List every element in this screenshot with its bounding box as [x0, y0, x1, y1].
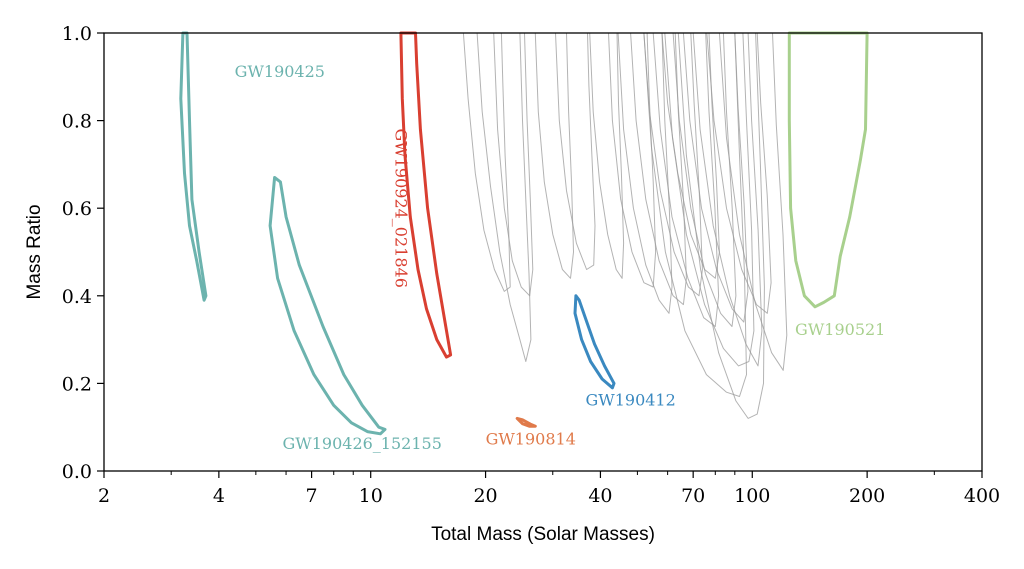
y-tick-label: 0.2: [62, 373, 92, 395]
x-tick-label: 7: [306, 485, 318, 507]
y-tick-label: 0.0: [62, 461, 92, 483]
background-contour-16: [706, 32, 772, 314]
background-contour-19: [677, 32, 765, 419]
background-contour-11: [652, 32, 720, 327]
y-tick-label: 0.8: [62, 111, 92, 133]
x-axis-title: Total Mass (Solar Masses): [431, 524, 655, 545]
background-contour-2: [476, 32, 532, 362]
y-tick-label: 0.6: [62, 198, 92, 220]
y-tick-label: 1.0: [62, 23, 92, 45]
event-label-gw190412: GW190412: [585, 390, 675, 409]
background-contour-1: [462, 32, 511, 292]
background-contour-7: [608, 32, 657, 288]
x-tick-label: 10: [359, 485, 383, 507]
event-label-gw190521: GW190521: [795, 320, 885, 339]
background-contour-20: [664, 32, 755, 367]
background-contour-18: [643, 32, 747, 397]
background-contour-5: [555, 32, 596, 270]
x-tick-label: 200: [849, 485, 885, 507]
contour-gw190521: [787, 31, 869, 309]
contour-gw190426-152155: [268, 176, 387, 436]
background-contour-6: [589, 32, 625, 279]
background-contour-14: [682, 32, 749, 323]
y-axis-ticks: 0.0 0.2 0.4 0.6 0.8 1.0: [62, 23, 104, 483]
y-tick-label: 0.4: [62, 286, 92, 308]
contour-gw190924-021846: [399, 31, 453, 359]
background-contour-9: [630, 32, 687, 306]
x-tick-label: 70: [681, 485, 705, 507]
plot-frame: [103, 32, 983, 472]
contour-gw190814: [515, 416, 537, 428]
y-axis-title: Mass Ratio: [24, 204, 45, 299]
background-contour-3: [493, 32, 534, 297]
event-label-gw190814: GW190814: [486, 430, 576, 449]
event-labels: GW190425 GW190426_152155 GW190924_021846 GW…: [235, 62, 886, 453]
x-tick-label: 40: [588, 485, 612, 507]
event-label-gw190426-152155: GW190426_152155: [283, 434, 442, 453]
event-label-gw190425: GW190425: [235, 62, 325, 81]
x-tick-label: 4: [213, 485, 225, 507]
background-contour-4: [534, 32, 574, 279]
background-contour-8: [617, 32, 673, 314]
event-label-gw190924-021846: GW190924_021846: [391, 129, 410, 288]
background-contour-10: [643, 32, 703, 297]
x-tick-label: 2: [98, 485, 110, 507]
x-tick-label: 20: [473, 485, 497, 507]
highlighted-contours: [179, 31, 869, 436]
x-axis-ticks: 2 4 7 10 20 40 70 100 200 400: [98, 471, 1000, 507]
contour-gw190412: [573, 294, 616, 390]
x-tick-label: 100: [734, 485, 770, 507]
background-contours: [462, 32, 788, 419]
background-contour-17: [718, 32, 788, 371]
background-contour-15: [692, 32, 763, 367]
x-tick-label: 400: [964, 485, 1000, 507]
contour-gw190425: [179, 31, 208, 302]
